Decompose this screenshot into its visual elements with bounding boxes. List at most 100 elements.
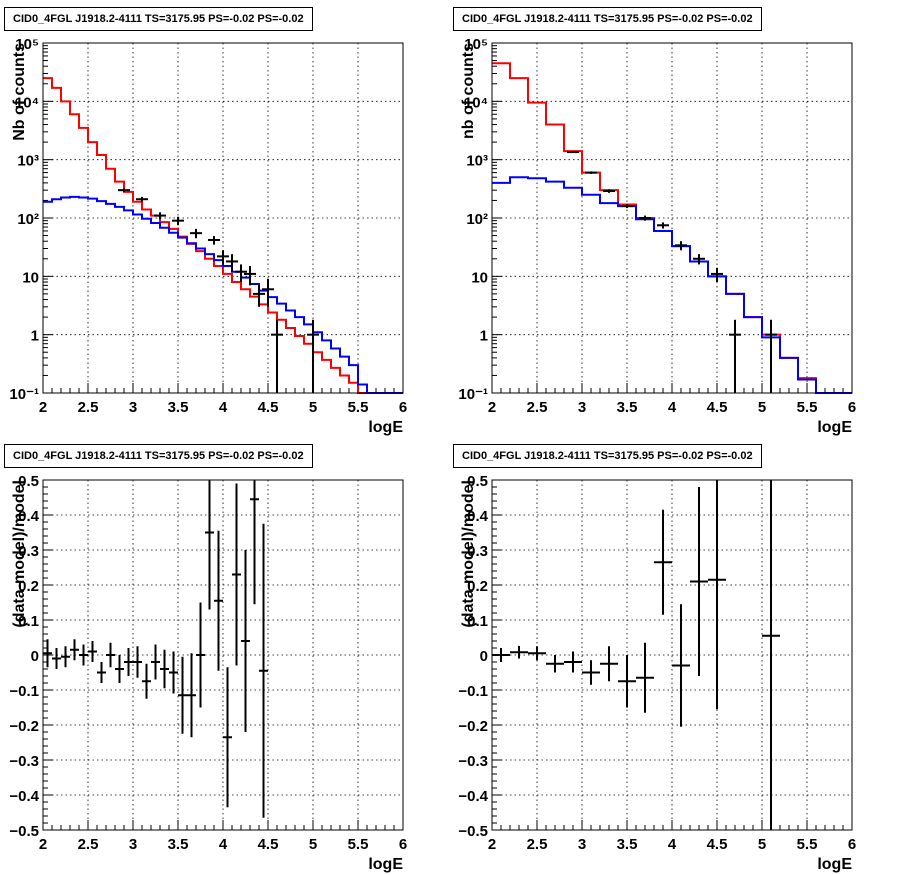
data-point: [223, 667, 232, 808]
data-point: [97, 662, 106, 683]
x-tick-label: 2.5: [527, 836, 548, 853]
y-tick-label: −0.4: [458, 788, 488, 805]
x-tick-label: 5.5: [348, 399, 369, 416]
y-tick-label: 0.4: [18, 508, 40, 525]
data-point: [492, 648, 510, 662]
data-point: [142, 663, 151, 699]
y-tick-label: 10⁴: [15, 94, 39, 111]
data-point: [160, 649, 169, 689]
data-point: [567, 151, 579, 154]
data-point: [70, 639, 79, 661]
y-tick-label: 10²: [17, 211, 39, 228]
y-tick-label: 10²: [466, 211, 488, 228]
data-point: [190, 228, 202, 239]
data-point: [690, 487, 708, 676]
x-axis-label: logE: [817, 856, 852, 873]
y-tick-label: −0.2: [458, 718, 488, 735]
data-point: [618, 655, 636, 708]
data-point: [151, 644, 160, 680]
y-tick-label: 0.1: [467, 613, 488, 630]
data-point: [582, 660, 600, 685]
panel-1-title: CID0_4FGL J1918.2-4111 TS=3175.95 PS=-0.…: [4, 7, 313, 31]
data-point: [172, 216, 184, 226]
x-tick-label: 3.5: [168, 836, 189, 853]
panel-2: 2 2.5 3 3.5 4 4.5 5 5.5 6 10⁻¹ 1 10 10² 10³ 10⁴ 10⁵ logE…: [458, 36, 856, 436]
x-tick-label: 5: [758, 836, 766, 853]
y-tick-label: −0.3: [9, 753, 39, 770]
data-point: [106, 642, 115, 668]
y-tick-label: −0.3: [458, 753, 488, 770]
data-point: [672, 604, 690, 727]
x-tick-label: 3: [129, 399, 137, 416]
data-point: [178, 656, 187, 734]
y-tick-label: 0: [480, 648, 488, 665]
x-tick-label: 3: [578, 399, 586, 416]
data-point: [205, 480, 214, 610]
data-point: [241, 550, 250, 732]
x-tick-label: 6: [399, 399, 407, 416]
x-tick-label: 4: [219, 399, 228, 416]
y-axis-label: nb of counts: [460, 43, 477, 139]
y-tick-label: 10: [22, 269, 39, 286]
y-tick-label: 10⁵: [464, 36, 488, 53]
data-point: [133, 646, 142, 678]
data-point: [244, 266, 256, 286]
data-point: [657, 222, 669, 229]
data-point: [115, 655, 124, 683]
x-tick-label: 2: [39, 399, 47, 416]
y-tick-label: 0.3: [18, 543, 39, 560]
x-tick-label: 5.5: [348, 836, 369, 853]
data-point: [729, 319, 741, 393]
y-tick-label: 10³: [17, 153, 39, 170]
x-tick-label: 6: [399, 836, 407, 853]
y-tick-label: −0.5: [9, 823, 39, 840]
x-tick-label: 6: [848, 836, 856, 853]
y-tick-label: −0.1: [458, 683, 488, 700]
data-point: [708, 480, 726, 710]
y-tick-label: −0.5: [458, 823, 488, 840]
plot-frame: [491, 479, 853, 831]
x-tick-label: 2.5: [527, 399, 548, 416]
panel-3: 2 2.5 3 3.5 4 4.5 5 5.5 6 −0.5 −0.4 −0.3 −0.2 −0.1 0 0.…: [9, 473, 407, 873]
data-point: [636, 642, 654, 713]
series-1-line: [43, 77, 403, 394]
data-point: [528, 646, 546, 661]
data-point: [262, 279, 274, 307]
x-tick-label: 2: [488, 399, 496, 416]
data-point: [154, 212, 166, 220]
panel-4: 2 2.5 3 3.5 4 4.5 5 5.5 6 −0.5 −0.4 −0.3 −0.2 −0.1 0 0.…: [458, 473, 856, 873]
data-point: [510, 645, 528, 659]
data-point: [124, 648, 133, 676]
y-tick-label: −0.4: [9, 788, 39, 805]
data-point: [585, 171, 597, 174]
data-point: [196, 602, 205, 708]
y-tick-label: 10⁴: [464, 94, 488, 111]
y-axis-label: Nb of counts: [11, 43, 28, 141]
x-axis-label: logE: [817, 419, 852, 436]
data-point: [52, 648, 61, 669]
data-point: [253, 285, 265, 307]
x-tick-label: 2.5: [78, 836, 99, 853]
x-tick-label: 3: [578, 836, 586, 853]
y-tick-label: 0.2: [18, 578, 39, 595]
x-tick-label: 4.5: [258, 836, 279, 853]
data-point: [693, 254, 705, 265]
data-point: [235, 264, 247, 282]
y-tick-label: 1: [480, 328, 488, 345]
data-point: [136, 196, 148, 202]
data-point: [654, 509, 672, 615]
series-2-line: [492, 176, 852, 394]
x-tick-label: 2.5: [78, 399, 99, 416]
y-tick-label: 0.3: [467, 543, 488, 560]
y-axis-label: (data-model)/model: [460, 480, 477, 628]
data-point: [603, 189, 615, 193]
data-point: [226, 254, 238, 272]
plot-frame: [42, 42, 404, 394]
data-point: [79, 644, 88, 666]
data-point: [118, 188, 130, 192]
y-tick-label: 0.1: [18, 613, 39, 630]
data-point: [88, 641, 97, 662]
x-axis-label: logE: [368, 419, 403, 436]
x-tick-label: 2: [39, 836, 47, 853]
